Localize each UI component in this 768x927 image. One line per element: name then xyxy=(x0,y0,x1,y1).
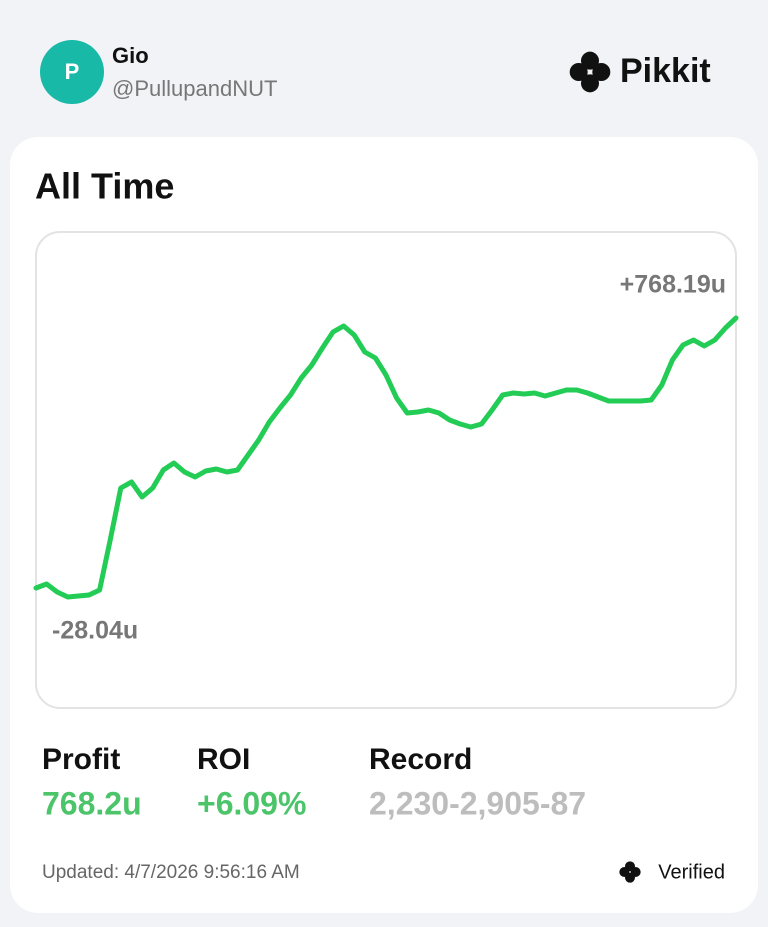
avatar-letter: P xyxy=(65,59,80,84)
brand-icon xyxy=(569,51,611,93)
stat-value: 768.2u xyxy=(42,785,142,821)
user-name: Gio xyxy=(112,43,149,68)
stat-label: ROI xyxy=(197,743,250,776)
brand-name: Pikkit xyxy=(620,52,711,90)
stat-value: 2,230-2,905-87 xyxy=(369,785,586,821)
chart-frame xyxy=(35,231,737,709)
updated-time: Updated: 4/7/2026 9:56:16 AM xyxy=(42,862,300,883)
chart-title: All Time xyxy=(35,166,174,207)
verified-label: Verified xyxy=(658,861,725,883)
user-handle: @PullupandNUT xyxy=(112,76,277,101)
stat-label: Profit xyxy=(42,743,120,776)
line xyxy=(33,315,739,600)
stats: Profit 768.2u ROI +6.09% Record 2,230-2,905-8… xyxy=(42,743,586,822)
annotation: +768.19u xyxy=(620,271,726,299)
avatar xyxy=(40,40,104,104)
stat-value: +6.09% xyxy=(197,785,306,821)
stat-label: Record xyxy=(369,743,472,776)
plot: +768.19u -28.04u xyxy=(33,271,739,645)
annotation: -28.04u xyxy=(52,617,138,645)
verified-icon xyxy=(619,861,641,883)
